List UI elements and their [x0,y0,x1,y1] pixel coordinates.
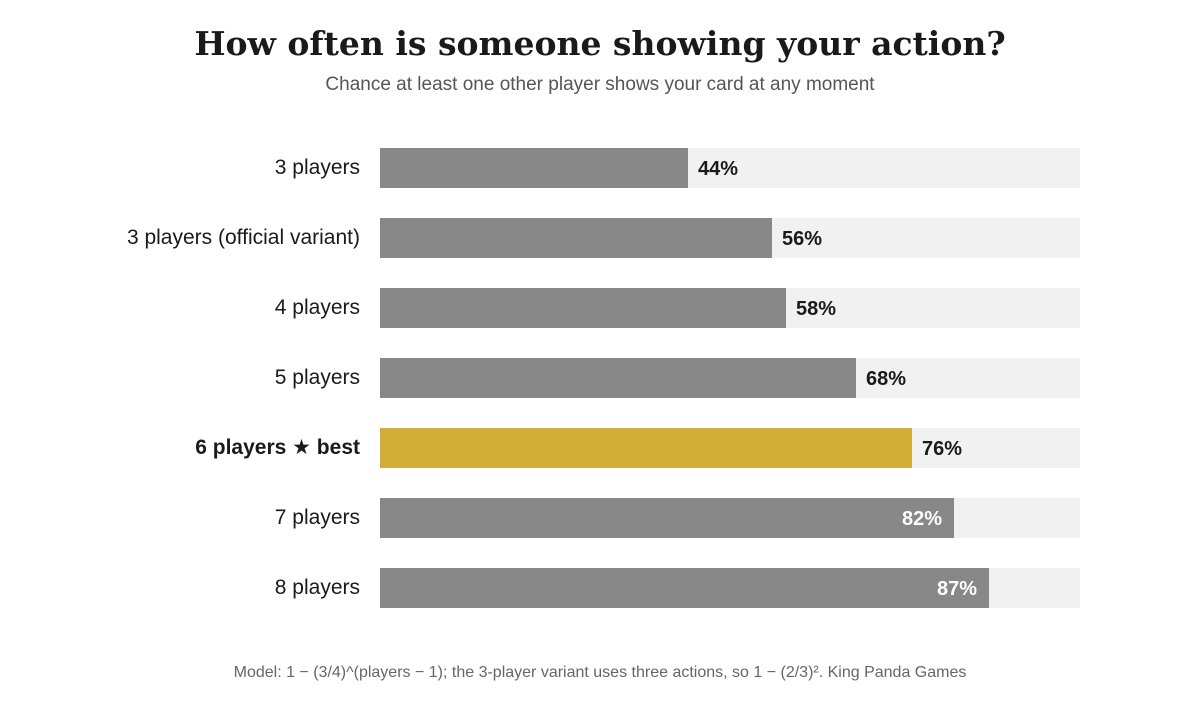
category-label: 4 players [274,296,360,319]
value-label: 44% [698,158,739,180]
bar [380,358,856,398]
value-label: 82% [901,508,942,530]
category-label: 3 players [274,156,360,179]
category-label: 8 players [274,576,360,599]
category-label: 5 players [274,366,360,389]
chart-subtitle: Chance at least one other player shows y… [325,74,875,95]
value-label: 58% [796,298,837,320]
bar [380,288,786,328]
value-label: 76% [922,438,963,460]
bar [380,498,954,538]
value-label: 87% [936,578,977,600]
category-label: 7 players [274,506,360,529]
category-label: 6 players ★ best [195,436,360,459]
bar-highlight [380,428,912,468]
bar [380,148,688,188]
value-label: 68% [866,368,907,390]
chart-footnote: Model: 1 − (3/4)^(players − 1); the 3-pl… [233,664,967,681]
category-label: 3 players (official variant) [126,226,360,249]
chart-title: How often is someone showing your action… [194,24,1006,63]
value-label: 56% [782,228,823,250]
bar [380,218,772,258]
bar [380,568,989,608]
